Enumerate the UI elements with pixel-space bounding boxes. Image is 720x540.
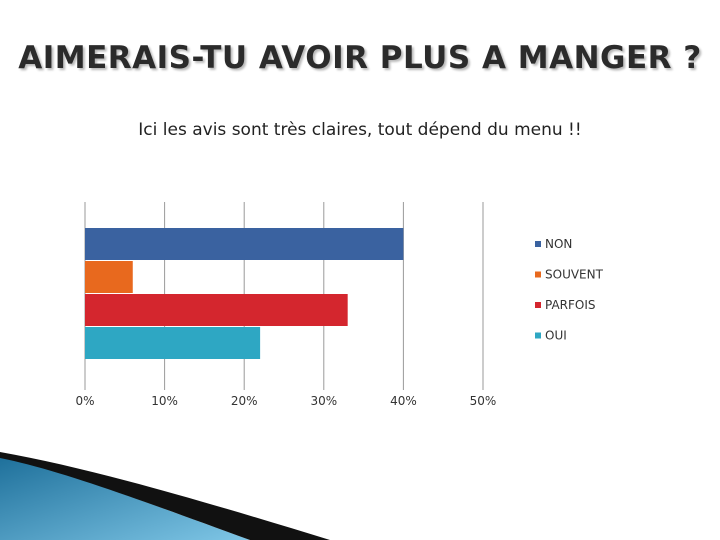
x-tick-label: 10% (151, 394, 178, 408)
bars (85, 228, 404, 359)
bar-oui (85, 327, 261, 359)
legend-swatch (535, 241, 541, 247)
x-axis-ticks: 0% 10% 20% 30% 40% 50% (75, 394, 496, 408)
legend-swatch (535, 302, 541, 308)
x-tick-label: 30% (310, 394, 337, 408)
legend-swatch (535, 271, 541, 278)
x-tick-label: 20% (231, 394, 258, 408)
chart-title: AIMERAIS-TU AVOIR PLUS A MANGER ? (18, 40, 702, 76)
bar-non (85, 228, 404, 260)
legend-label: OUI (545, 329, 567, 343)
x-tick-label: 40% (390, 394, 417, 408)
bar-souvent (85, 261, 133, 293)
bar-parfois (85, 294, 348, 326)
x-tick-label: 50% (470, 394, 497, 408)
legend-label: NON (545, 237, 572, 251)
legend-label: PARFOIS (545, 298, 596, 312)
legend-label: SOUVENT (545, 268, 604, 282)
chart-subtitle: Ici les avis sont très claires, tout dép… (138, 120, 582, 140)
x-tick-label: 0% (75, 394, 94, 408)
legend-swatch (535, 332, 541, 339)
legend: NON SOUVENT PARFOIS OUI (535, 237, 604, 343)
